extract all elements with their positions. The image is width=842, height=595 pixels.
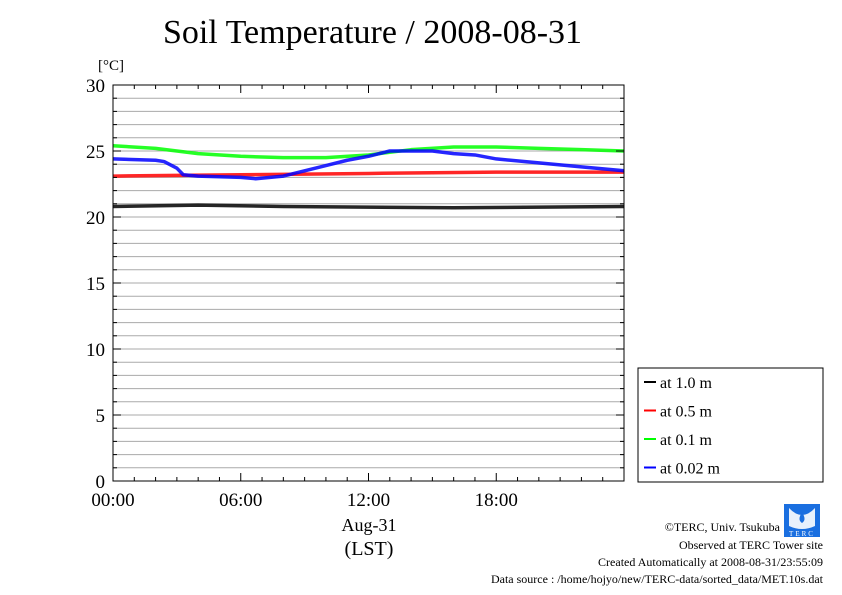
y-tick-label: 30 [86, 76, 105, 97]
series-line-0 [112, 203, 625, 210]
source-text: Data source : /home/hojyo/new/TERC-data/… [490, 572, 823, 586]
y-tick-label: 5 [96, 406, 106, 427]
y-tick-label: 0 [96, 472, 106, 493]
series-line-3 [112, 149, 625, 181]
x-axis-label-lst: (LST) [345, 538, 394, 560]
site-text: Observed at TERC Tower site [678, 538, 823, 552]
chart-title: Soil Temperature / 2008-08-31 [162, 14, 583, 51]
x-axis-label: Aug-31 [342, 515, 397, 535]
legend-label: at 0.1 m [660, 432, 713, 449]
y-tick-label: 10 [86, 340, 105, 361]
x-tick-label: 06:00 [219, 490, 262, 511]
legend: at 1.0 m at 0.5 m at 0.1 m at 0.02 m [637, 367, 824, 483]
copyright-text: ©TERC, Univ. Tsukuba [664, 520, 780, 534]
terc-logo: TERC [784, 504, 820, 538]
legend-label: at 0.5 m [660, 404, 713, 421]
y-tick-label: 15 [86, 274, 105, 295]
legend-label: at 1.0 m [660, 375, 713, 392]
created-text: Created Automatically at 2008-08-31/23:5… [598, 555, 823, 569]
x-tick-label: 18:00 [475, 490, 518, 511]
y-axis-label: [°C] [98, 58, 124, 74]
legend-label: at 0.02 m [660, 461, 721, 478]
x-tick-label: 00:00 [91, 490, 134, 511]
y-tick-label: 25 [86, 142, 105, 163]
y-tick-label: 20 [86, 208, 105, 229]
x-tick-label: 12:00 [347, 490, 390, 511]
svg-text:TERC: TERC [789, 530, 815, 538]
